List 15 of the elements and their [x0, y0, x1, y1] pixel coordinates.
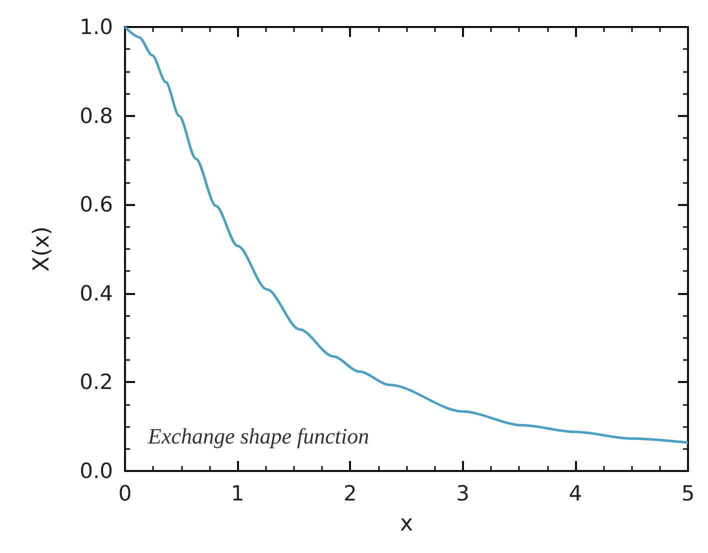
y-tick-label: 0.8	[80, 104, 113, 128]
x-axis-title: x	[400, 512, 414, 536]
x-tick-label: 1	[230, 482, 244, 506]
x-tick-label: 2	[344, 482, 357, 506]
x-tick-label: 0	[118, 482, 132, 506]
x-tick-label: 4	[568, 482, 582, 506]
y-tick-label: 1.0	[80, 15, 113, 39]
y-tick-label: 0.4	[80, 281, 113, 306]
x-tick-label: 5	[681, 482, 695, 506]
y-tick-label: 0.2	[80, 370, 113, 394]
annotation: Exchange shape function	[147, 424, 370, 448]
y-axis-title: X(x)	[30, 226, 54, 272]
y-tick-label: 0.0	[80, 459, 113, 483]
y-tick-label: 0.6	[80, 192, 113, 217]
x-tick-label: 3	[456, 482, 470, 506]
